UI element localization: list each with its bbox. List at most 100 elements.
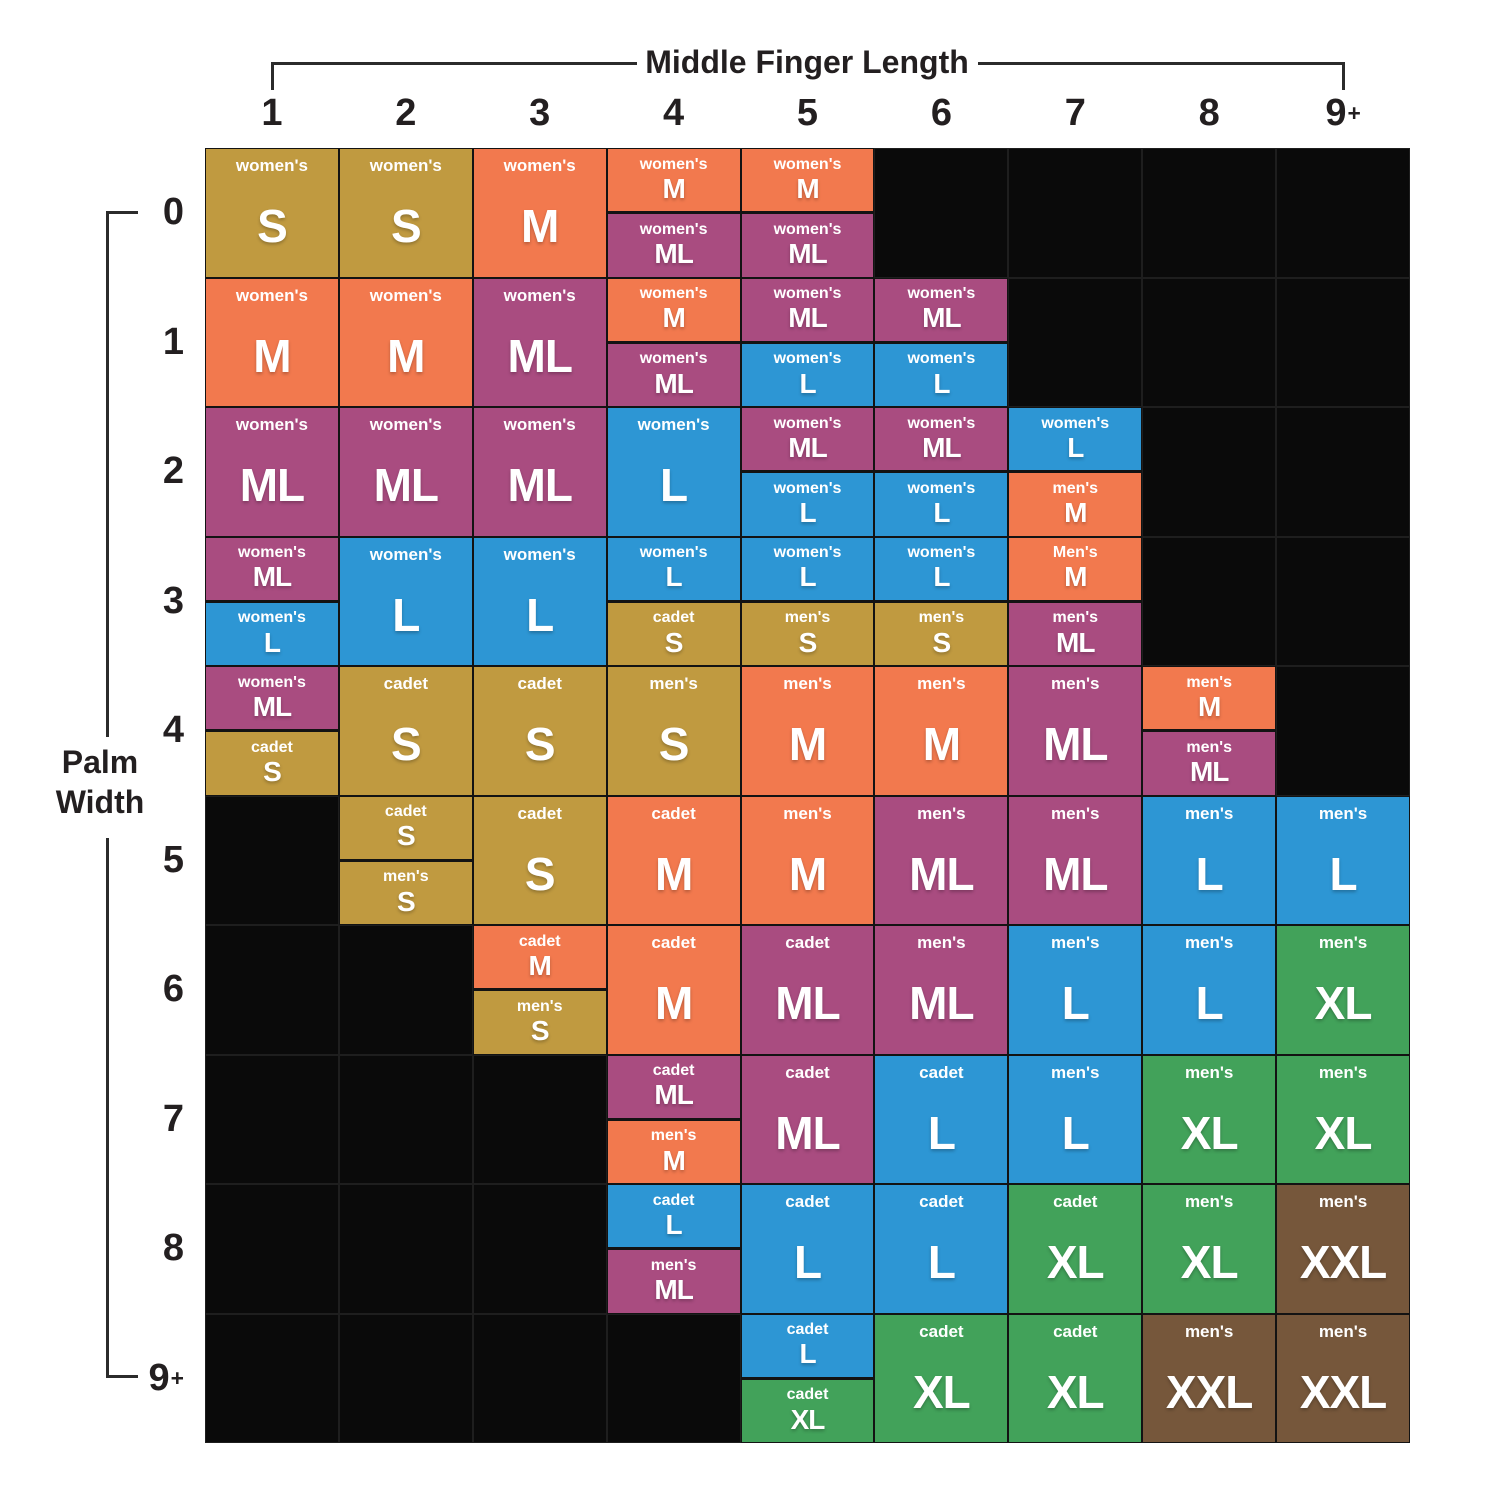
size-label: ML [654,367,693,399]
size-label: M [922,718,961,771]
size-cell-part: cadet XL [1009,1314,1142,1442]
size-label: L [1195,977,1224,1030]
grid-cell [338,1313,473,1443]
size-label: S [658,718,690,771]
size-cell-part: cadet L [741,1314,874,1377]
size-label: XXL [1299,1236,1387,1289]
top-bracket-left-line [271,62,637,65]
brand-label: cadet [785,1062,830,1082]
size-cell-part: men's S [875,599,1008,665]
brand-label: cadet [786,1386,829,1404]
size-label: L [933,367,950,399]
brand-label: men's [1318,803,1368,823]
size-cell-part: women's ML [206,537,338,600]
size-cell-part: cadet L [875,1185,1008,1313]
size-cell-part: women's L [339,537,472,665]
size-label: M [521,200,559,253]
brand-label: women's [238,673,306,691]
left-bracket-bottom-tick [106,1375,138,1378]
size-cell-part: women's L [875,537,1008,600]
size-cell-part: men's XXL [1277,1185,1409,1313]
size-label: L [1061,977,1090,1030]
brand-label: cadet [1053,1321,1098,1341]
brand-label: men's [1184,803,1234,823]
size-cell-part: cadet L [741,1185,874,1313]
row-header: 8 [162,1227,184,1270]
brand-label: men's [1184,1321,1234,1341]
size-cell-part: cadet L [607,1185,740,1248]
left-bracket-top-tick [106,211,138,214]
grid-cell: cadet XL [1008,1313,1143,1443]
size-cell-part: women's S [339,149,472,277]
grid-cell: women's L [472,536,607,666]
grid-cell [1276,536,1410,666]
size-label: M [796,172,819,204]
size-cell-part: men's L [1277,796,1409,924]
size-label: ML [252,690,292,722]
size-label: L [263,626,281,658]
size-cell-part: women's ML [607,340,740,406]
grid-cell [472,1184,607,1314]
brand-label: men's [1318,1062,1368,1082]
size-cell-part: women's L [607,408,740,536]
brand-label: cadet [517,803,562,823]
grid-cell: cadet L [740,1184,875,1314]
brand-label: cadet [786,1321,829,1339]
brand-label: women's [235,156,308,175]
brand-label: women's [773,155,842,173]
brand-label: cadet [785,933,830,952]
size-label: M [528,949,552,981]
size-cell-part: women's M [473,149,606,277]
grid-cell: cadet S [472,666,607,796]
size-cell-part: women's ML [473,278,606,406]
brand-label: women's [369,544,442,564]
col-header: 9 + [1325,91,1361,134]
col-header: 4 [663,91,685,134]
grid-cell: men's M [740,795,875,925]
size-label: M [662,1144,685,1176]
row-header: 2 [162,450,184,493]
size-label: XL [912,1365,971,1418]
grid-cell [205,1313,339,1443]
size-cell-part: cadet S [206,729,338,795]
size-label: L [660,459,688,512]
brand-label: cadet [652,1062,695,1080]
size-label: ML [788,238,827,270]
row-header: 0 [162,191,184,234]
grid-cell: cadet XL [874,1313,1009,1443]
grid-cell: cadet S [338,666,473,796]
size-label: M [654,977,693,1030]
brand-label: men's [917,674,966,693]
size-label: M [1064,561,1087,593]
column-headers: 1 2 3 4 5 6 7 8 9 + [205,86,1410,140]
size-cell-part: men's M [875,667,1008,795]
brand-label: women's [235,415,308,434]
grid-cell: men's M [740,666,875,796]
brand-label: women's [369,156,442,175]
grid-cell [874,148,1009,278]
brand-label: Men's [1052,544,1098,562]
grid-cell: men's L [1142,925,1277,1055]
grid-cell: men's ML [1008,795,1143,925]
size-label: ML [507,329,573,382]
brand-label: men's [918,609,965,627]
size-label: L [1195,847,1224,900]
left-bracket-upper-line [106,211,109,737]
brand-label: women's [773,479,842,497]
size-cell-part: women's ML [741,408,874,471]
brand-label: men's [783,674,832,693]
grid-cell: women's ML women's L [874,277,1009,407]
brand-label: men's [1184,1062,1234,1082]
size-cell-part: men's S [339,858,472,924]
size-label: ML [775,1106,840,1159]
size-cell-part: men's S [607,667,740,795]
size-cell-part: cadet S [339,667,472,795]
size-cell-part: women's L [473,537,606,665]
brand-label: men's [516,997,563,1015]
size-cell-part: men's M [607,1117,740,1183]
brand-label: women's [235,285,308,305]
size-label: XXL [1299,1365,1387,1418]
size-label: L [665,1208,683,1240]
